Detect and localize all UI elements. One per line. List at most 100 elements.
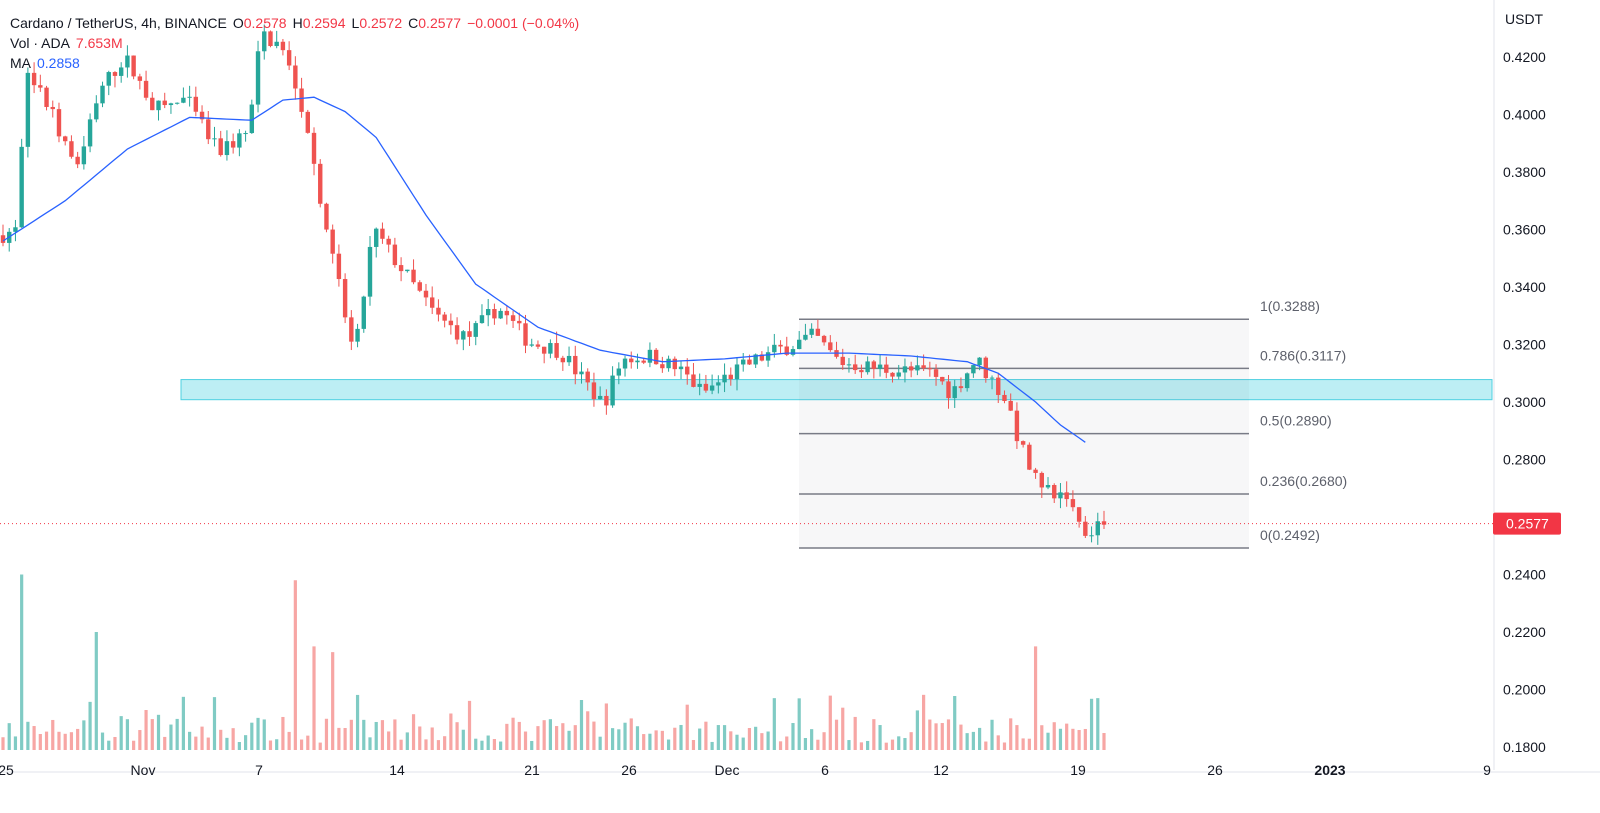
candle-body[interactable] xyxy=(168,103,174,106)
candle-body[interactable] xyxy=(548,343,553,354)
candle-body[interactable] xyxy=(13,227,18,232)
candle-body[interactable] xyxy=(392,244,398,266)
candle-body[interactable] xyxy=(660,364,665,369)
candle-body[interactable] xyxy=(946,381,951,399)
candle-body[interactable] xyxy=(448,320,454,326)
candle-body[interactable] xyxy=(703,383,709,391)
candle-body[interactable] xyxy=(1089,535,1094,537)
candle-body[interactable] xyxy=(224,141,230,156)
candle-body[interactable] xyxy=(1052,485,1057,499)
candle-body[interactable] xyxy=(535,344,541,347)
candle-body[interactable] xyxy=(1002,394,1007,401)
candle-body[interactable] xyxy=(685,366,690,375)
candle-body[interactable] xyxy=(1045,485,1051,488)
candle-body[interactable] xyxy=(573,355,578,375)
candle-body[interactable] xyxy=(249,104,255,134)
candle-body[interactable] xyxy=(821,335,827,343)
candle-body[interactable] xyxy=(579,371,584,375)
candle-body[interactable] xyxy=(181,97,186,103)
candle-body[interactable] xyxy=(597,395,603,400)
candle-body[interactable] xyxy=(877,364,883,369)
candle-body[interactable] xyxy=(1095,521,1100,536)
candle-body[interactable] xyxy=(436,307,441,315)
candle-body[interactable] xyxy=(971,365,976,374)
candle-body[interactable] xyxy=(342,279,348,318)
candle-body[interactable] xyxy=(778,344,783,347)
candle-body[interactable] xyxy=(193,96,199,112)
candle-body[interactable] xyxy=(691,374,696,387)
candle-body[interactable] xyxy=(983,357,989,379)
candle-body[interactable] xyxy=(492,309,497,319)
candle-body[interactable] xyxy=(218,138,223,156)
candle-body[interactable] xyxy=(56,109,62,137)
candle-body[interactable] xyxy=(50,106,55,110)
candle-body[interactable] xyxy=(143,80,149,98)
candle-body[interactable] xyxy=(417,282,422,291)
last-price-tag[interactable] xyxy=(1493,512,1561,535)
candle-body[interactable] xyxy=(1027,444,1032,470)
candle-body[interactable] xyxy=(840,356,845,366)
candle-body[interactable] xyxy=(286,50,292,66)
moving-average-line[interactable] xyxy=(2,96,1086,443)
candle-body[interactable] xyxy=(989,377,995,379)
candle-body[interactable] xyxy=(523,323,528,346)
candle-body[interactable] xyxy=(896,372,901,377)
candle-body[interactable] xyxy=(150,97,155,111)
candle-body[interactable] xyxy=(380,228,385,239)
candle-body[interactable] xyxy=(797,339,802,350)
candle-body[interactable] xyxy=(63,136,68,142)
candle-body[interactable] xyxy=(734,364,740,380)
candle-body[interactable] xyxy=(398,265,404,272)
candle-body[interactable] xyxy=(629,358,634,363)
candle-body[interactable] xyxy=(268,31,273,47)
candle-body[interactable] xyxy=(952,386,957,399)
candle-body[interactable] xyxy=(604,395,609,406)
candle-body[interactable] xyxy=(118,67,124,76)
candle-body[interactable] xyxy=(156,100,161,111)
volume-legend-row[interactable]: Vol · ADA 7.653M xyxy=(10,33,579,53)
candle-body[interactable] xyxy=(94,103,99,120)
candle-body[interactable] xyxy=(653,349,659,365)
candle-body[interactable] xyxy=(803,334,808,340)
candle-body[interactable] xyxy=(1058,492,1063,499)
candle-body[interactable] xyxy=(560,357,566,363)
candle-body[interactable] xyxy=(411,269,416,283)
candle-body[interactable] xyxy=(324,203,329,230)
candle-body[interactable] xyxy=(722,374,727,383)
candle-body[interactable] xyxy=(517,320,522,324)
candle-body[interactable] xyxy=(635,360,640,363)
candle-body[interactable] xyxy=(1101,521,1107,525)
candle-body[interactable] xyxy=(890,372,895,377)
candle-body[interactable] xyxy=(485,309,491,316)
candle-body[interactable] xyxy=(237,133,242,148)
candle-body[interactable] xyxy=(940,376,945,382)
candle-body[interactable] xyxy=(374,228,379,247)
candle-body[interactable] xyxy=(1033,469,1038,473)
candle-body[interactable] xyxy=(915,365,920,371)
candle-body[interactable] xyxy=(1020,441,1026,445)
candle-body[interactable] xyxy=(206,119,211,140)
candle-body[interactable] xyxy=(622,358,628,369)
symbol-title[interactable]: Cardano / TetherUS, 4h, BINANCE xyxy=(10,15,227,31)
candle-body[interactable] xyxy=(871,361,877,369)
candle-body[interactable] xyxy=(212,138,217,140)
candle-body[interactable] xyxy=(902,366,908,373)
candle-body[interactable] xyxy=(1083,521,1088,536)
candle-body[interactable] xyxy=(473,323,478,337)
candle-body[interactable] xyxy=(305,111,310,133)
candle-body[interactable] xyxy=(716,382,721,386)
candle-body[interactable] xyxy=(280,41,286,51)
candle-body[interactable] xyxy=(865,361,870,373)
candle-body[interactable] xyxy=(828,342,833,351)
candle-body[interactable] xyxy=(790,349,796,355)
candle-body[interactable] xyxy=(1014,410,1020,442)
candle-body[interactable] xyxy=(125,55,130,68)
candle-body[interactable] xyxy=(616,368,622,376)
candle-body[interactable] xyxy=(187,96,192,98)
candle-body[interactable] xyxy=(666,358,671,369)
candle-body[interactable] xyxy=(977,357,982,366)
candle-body[interactable] xyxy=(361,296,366,329)
candle-body[interactable] xyxy=(728,374,733,380)
